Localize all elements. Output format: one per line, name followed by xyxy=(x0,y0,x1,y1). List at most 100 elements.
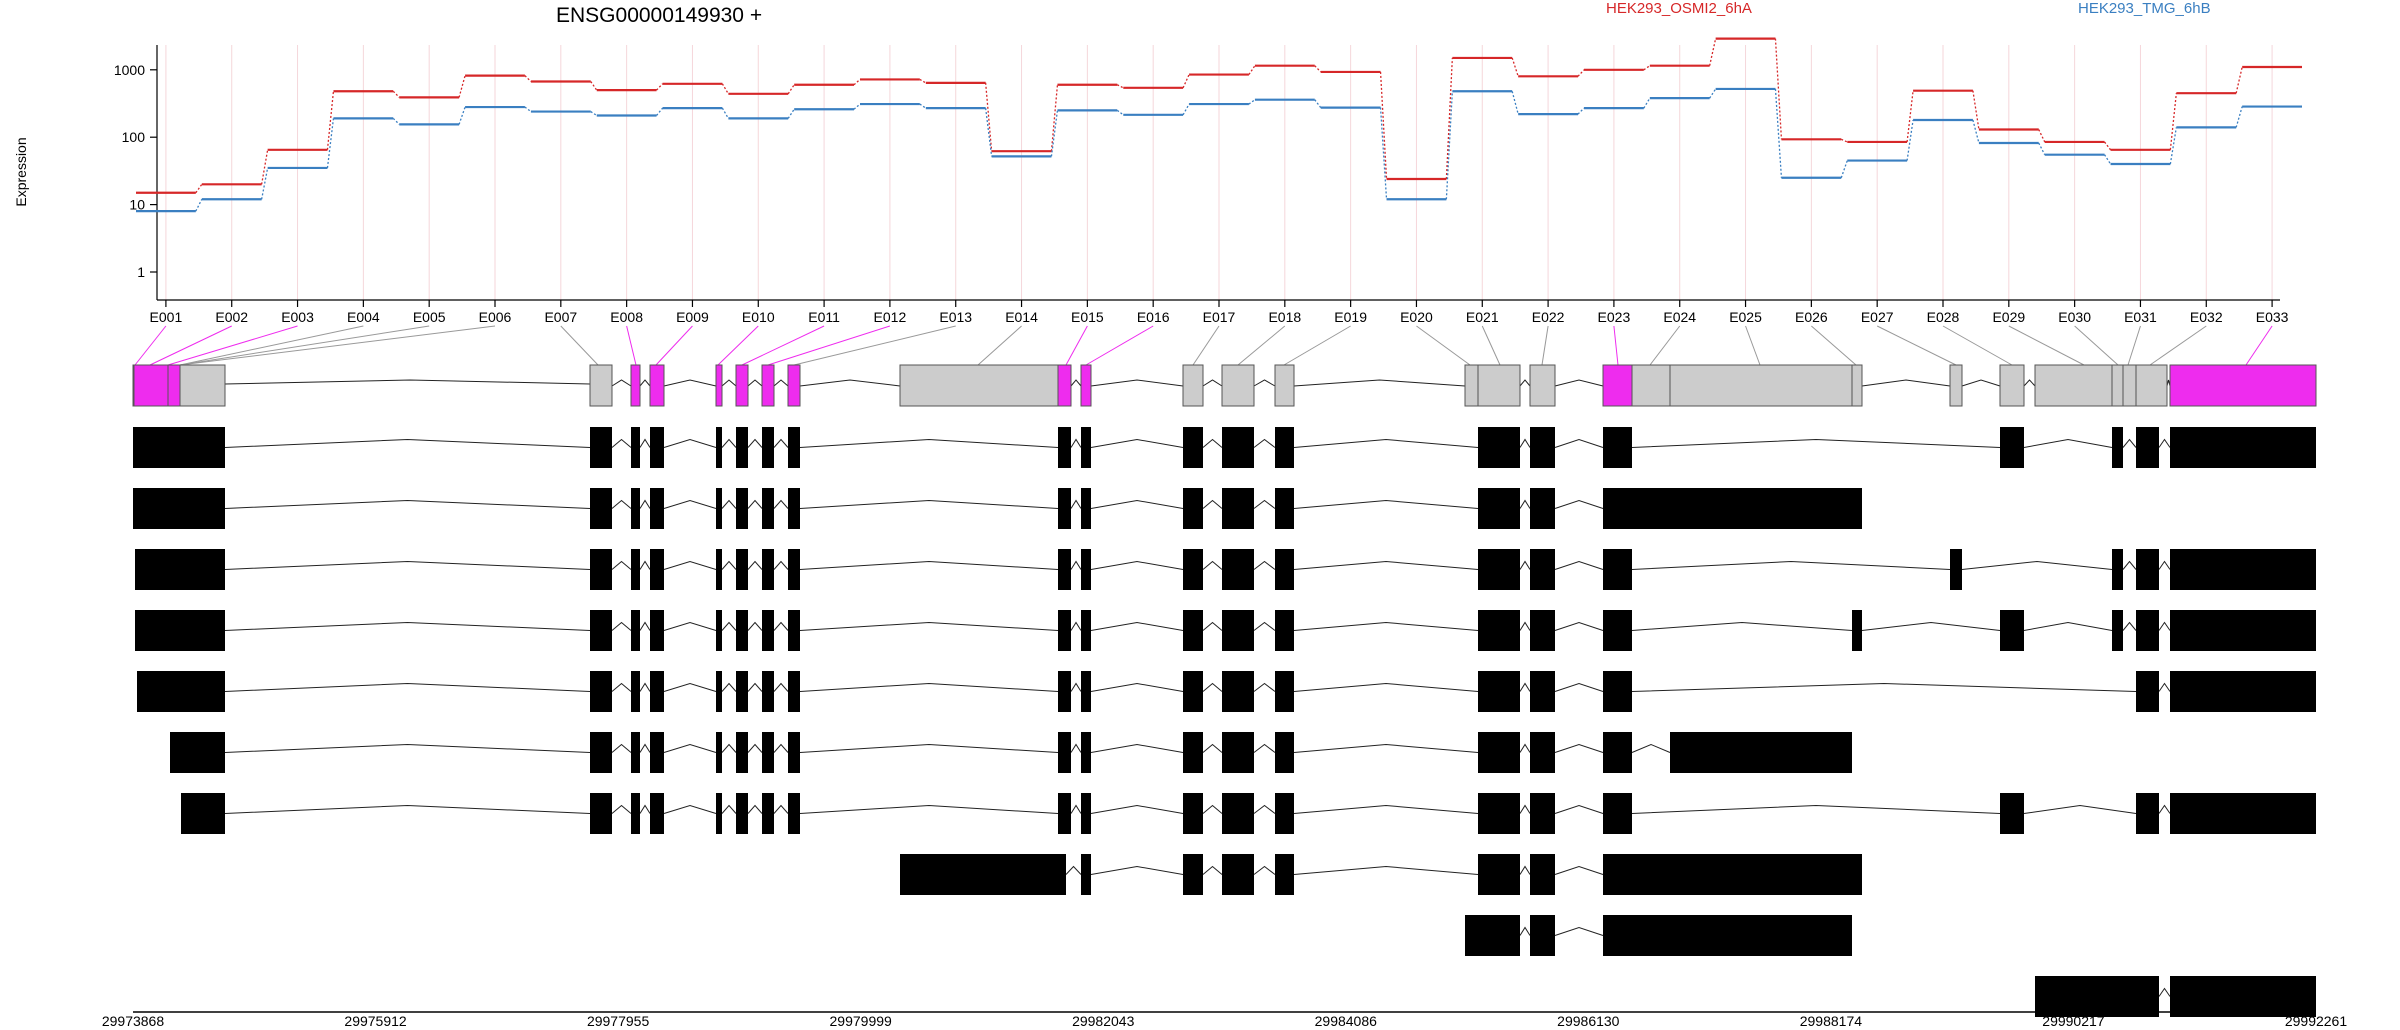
transcript-exon xyxy=(1222,732,1254,773)
transcript-exon xyxy=(1852,610,1862,651)
transcript-exon xyxy=(137,671,225,712)
series-1-connector xyxy=(1511,57,1519,77)
transcript-intron xyxy=(1961,560,2113,570)
transcript-exon xyxy=(1183,610,1203,651)
transcript-exon xyxy=(736,732,748,773)
exon-block xyxy=(1999,364,2025,407)
transcript-exon xyxy=(788,610,800,651)
exon-connector-e029 xyxy=(2008,325,2085,366)
transcript-exon xyxy=(1603,671,1632,712)
y-tick-label: 1000 xyxy=(114,62,145,78)
x-tick-label-e009: E009 xyxy=(676,309,709,325)
transcript-exon xyxy=(2112,610,2123,651)
transcript-intron xyxy=(2158,987,2171,997)
series-1-connector xyxy=(656,83,664,91)
transcript-exon xyxy=(900,854,1066,895)
transcript-exon xyxy=(1530,732,1555,773)
transcript-intron xyxy=(1090,743,1184,753)
series-1-connector xyxy=(721,83,729,95)
exon-connector-e027 xyxy=(1876,325,1957,366)
transcript-exon xyxy=(631,488,640,529)
transcript-exon xyxy=(1950,549,1962,590)
transcript-intron xyxy=(1554,926,1604,936)
x-tick-label-e006: E006 xyxy=(479,309,512,325)
x-tick-label-e016: E016 xyxy=(1137,309,1170,325)
series-2-connector xyxy=(524,106,532,113)
transcript-exon xyxy=(631,610,640,651)
x-tick-label-e003: E003 xyxy=(281,309,314,325)
exon-connector-e007 xyxy=(560,325,599,366)
exon-connector-e023 xyxy=(1613,325,1619,366)
x-tick-label-e027: E027 xyxy=(1861,309,1894,325)
transcript-intron xyxy=(747,499,763,509)
transcript-intron xyxy=(1202,438,1223,448)
transcript-exon xyxy=(631,732,640,773)
genomic-tick-label: 29975912 xyxy=(344,1013,407,1029)
transcript-exon xyxy=(1222,549,1254,590)
y-axis-label: Expression xyxy=(13,137,29,206)
transcript-exon xyxy=(762,793,774,834)
exon-connector-e028 xyxy=(1942,325,2013,366)
intron-line xyxy=(1070,379,1082,387)
exon-connector-e021 xyxy=(1481,325,1501,366)
transcript-exon xyxy=(1058,610,1071,651)
transcript-intron xyxy=(1253,621,1276,631)
transcript-exon xyxy=(762,488,774,529)
transcript-exon xyxy=(650,793,664,834)
transcript-exon xyxy=(1530,427,1555,468)
transcript-intron xyxy=(773,621,789,631)
exon-block xyxy=(1274,364,1295,407)
transcript-exon xyxy=(788,671,800,712)
exon-block xyxy=(1080,364,1092,407)
transcript-exon xyxy=(1058,793,1071,834)
intron-line xyxy=(639,379,651,387)
transcript-exon xyxy=(1603,549,1632,590)
genomic-tick-label: 29979999 xyxy=(830,1013,893,1029)
transcript-exon xyxy=(716,671,722,712)
transcript-exon xyxy=(762,427,774,468)
transcript-exon xyxy=(650,610,664,651)
transcript-intron xyxy=(1519,621,1531,631)
exon-block xyxy=(715,364,723,407)
exon-block xyxy=(2122,364,2137,407)
x-tick-label-e014: E014 xyxy=(1005,309,1038,325)
transcript-exon xyxy=(1530,671,1555,712)
transcript-exon xyxy=(133,488,225,529)
transcript-exon xyxy=(1530,549,1555,590)
legend-series-2: HEK293_TMG_6hB xyxy=(2078,0,2211,17)
exon-block xyxy=(1477,364,1521,407)
transcript-exon xyxy=(1275,549,1294,590)
genomic-tick-label: 29984086 xyxy=(1315,1013,1378,1029)
transcript-exon xyxy=(736,427,748,468)
x-tick-label-e031: E031 xyxy=(2124,309,2157,325)
intron-line xyxy=(1253,379,1276,387)
exon-block xyxy=(1464,364,1479,407)
transcript-exon xyxy=(736,793,748,834)
transcript-8 xyxy=(900,854,1862,895)
transcript-intron xyxy=(1293,621,1479,631)
transcript-1 xyxy=(133,427,2316,468)
transcript-intron xyxy=(721,743,737,753)
exon-block xyxy=(1949,364,1963,407)
transcript-intron xyxy=(773,804,789,814)
intron-line xyxy=(747,379,763,387)
series-2-connector xyxy=(1248,99,1256,105)
transcript-intron xyxy=(747,621,763,631)
series-1-connector xyxy=(260,149,269,185)
exon-connector-e030 xyxy=(2074,325,2119,366)
transcript-exon xyxy=(716,793,722,834)
x-tick-label-e012: E012 xyxy=(874,309,907,325)
x-tick-label-e004: E004 xyxy=(347,309,380,325)
exon-connector-e008 xyxy=(626,325,637,366)
series-1-connector xyxy=(984,82,993,152)
exon-connector-e025 xyxy=(1745,325,1761,366)
series-1-connector xyxy=(326,91,335,150)
transcript-intron xyxy=(224,743,591,753)
series-1-connector xyxy=(919,78,927,84)
transcript-exon xyxy=(1183,854,1203,895)
x-tick-label-e025: E025 xyxy=(1729,309,1762,325)
plot-grid xyxy=(165,45,2273,300)
transcript-intron xyxy=(2122,438,2137,448)
transcript-exon xyxy=(1530,854,1555,895)
series-2-connector xyxy=(326,118,335,169)
